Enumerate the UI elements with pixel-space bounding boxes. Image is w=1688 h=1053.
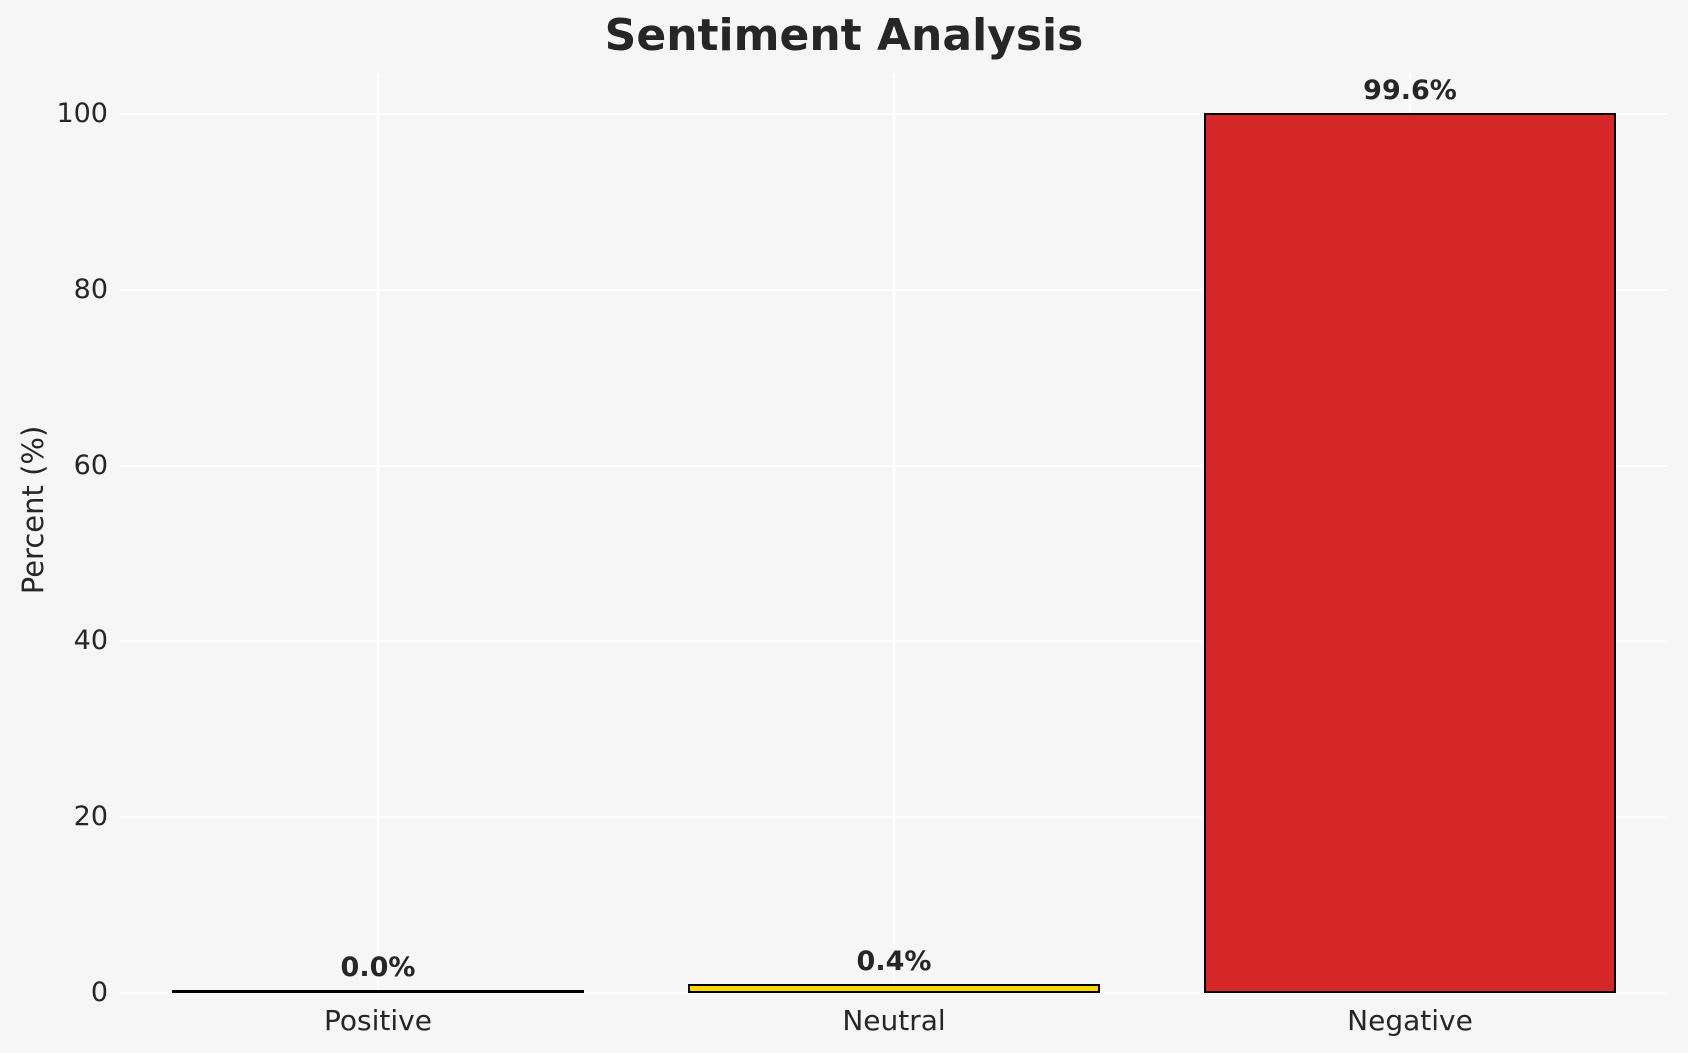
bar-positive [171,990,585,993]
y-tick-label: 60 [73,449,108,481]
value-label-negative: 99.6% [1363,74,1457,106]
gridline-vertical [377,73,379,993]
y-tick-label: 20 [73,801,108,833]
value-label-neutral: 0.4% [856,946,932,978]
bar-neutral [687,984,1101,993]
x-tick-label-negative: Negative [1347,1004,1473,1037]
y-tick-label: 100 [56,98,108,129]
chart-title: Sentiment Analysis [604,10,1084,61]
gridline-horizontal [120,992,1668,994]
x-tick-label-neutral: Neutral [842,1004,946,1037]
y-tick-label: 0 [90,977,108,1008]
x-tick-label-positive: Positive [324,1004,432,1037]
y-tick-label: 40 [73,625,108,657]
value-label-positive: 0.0% [340,952,416,983]
bar-negative [1203,112,1617,993]
gridline-vertical [893,73,895,993]
y-tick-label: 80 [73,273,108,305]
